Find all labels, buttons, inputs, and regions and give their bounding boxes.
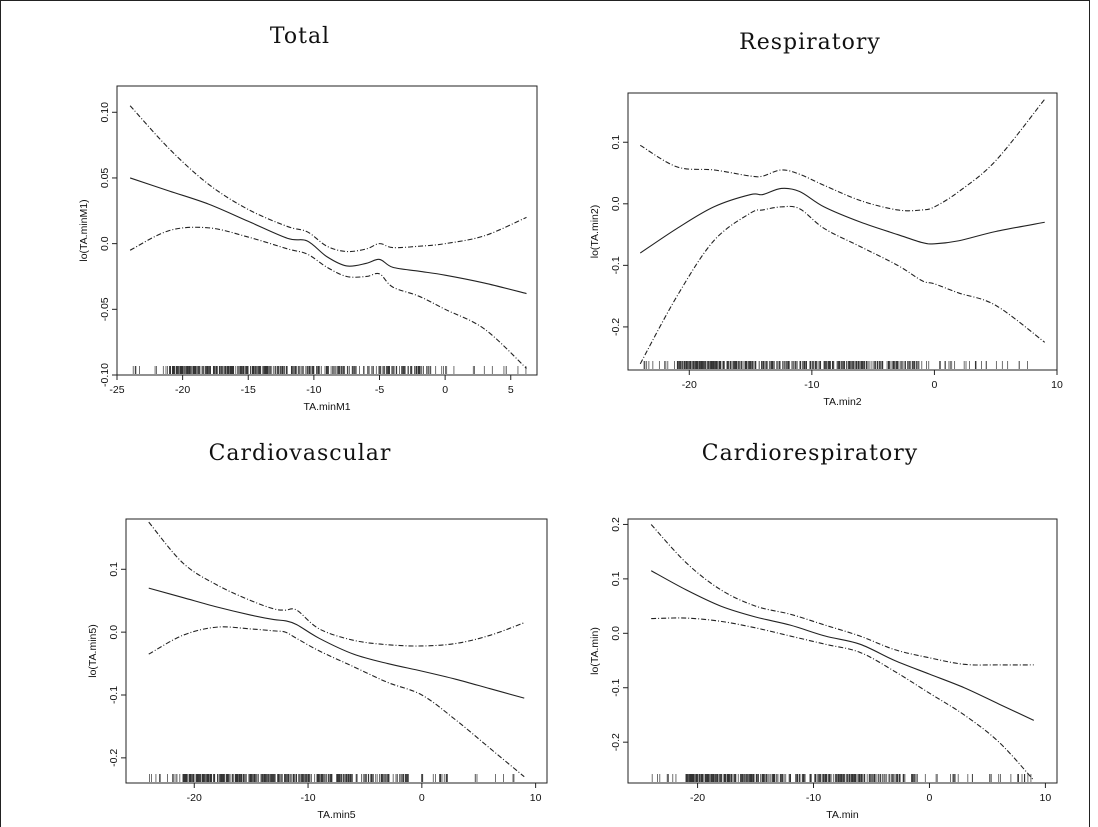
- y-tick-label: -0.1: [610, 256, 622, 274]
- y-tick-label: 0.0: [108, 625, 120, 640]
- panel-title-total: Total: [269, 24, 331, 49]
- x-tick-label: -10: [804, 379, 819, 391]
- y-tick-label: -0.1: [610, 679, 622, 697]
- x-axis-label: TA.minM1: [303, 401, 350, 413]
- y-tick-label: -0.1: [108, 686, 120, 704]
- x-tick-label: 0: [932, 379, 938, 391]
- y-tick-label: -0.10: [99, 363, 111, 387]
- chart-panel-cardiovascular: -20 -10 0 10 -0.2 -0.1 0.0 0.1 TA.min5 lo(TA.min5…: [87, 518, 548, 821]
- x-tick-label: 0: [927, 792, 933, 804]
- x-tick-label: -15: [241, 384, 256, 396]
- y-tick-label: -0.2: [610, 733, 622, 751]
- y-axis-label: lo(TA.min): [589, 627, 601, 675]
- y-axis-label: lo(TA.min2): [589, 205, 601, 258]
- x-axis-label: TA.min2: [823, 396, 861, 408]
- confidence-band-line: [148, 521, 525, 647]
- y-tick-label: 0.0: [99, 236, 111, 251]
- x-tick-label: -10: [306, 384, 321, 396]
- y-tick-label: 0.1: [108, 562, 120, 577]
- confidence-band-line: [129, 105, 527, 253]
- y-tick-label: 0.1: [610, 135, 622, 150]
- estimate-line: [650, 570, 1035, 721]
- confidence-band-line: [650, 524, 1034, 666]
- x-tick-label: -25: [109, 384, 124, 396]
- y-tick-label: 0.10: [99, 102, 111, 123]
- chart-panel-respiratory: -20 -10 0 10 -0.2 -0.1 0.0 0.1 TA.min2 lo(TA.min2…: [589, 92, 1063, 408]
- y-axis-label: lo(TA.minM1): [78, 199, 90, 261]
- x-tick-label: -20: [175, 384, 190, 396]
- y-tick-label: -0.05: [99, 297, 111, 321]
- y-tick-label: 0.05: [99, 168, 111, 189]
- chart-panel-total: -25 -20 -15 -10 -5 0 5 -0.10 -0.05 0.0 0.05 0.10 TA.…: [78, 85, 538, 413]
- x-tick-label: 10: [530, 792, 542, 804]
- estimate-line: [129, 177, 527, 295]
- y-tick-label: 0.0: [610, 626, 622, 641]
- confidence-band-line: [651, 617, 1035, 781]
- estimate-line: [148, 587, 525, 699]
- panel-title-cardiovascular: Cardiovascular: [208, 441, 392, 466]
- panel-title-cardiorespiratory: Cardiorespiratory: [701, 441, 919, 466]
- y-tick-label: 0.1: [610, 571, 622, 586]
- y-tick-label: -0.2: [108, 749, 120, 767]
- y-tick-label: -0.2: [610, 318, 622, 336]
- x-axis-label: TA.min: [826, 809, 859, 821]
- plot-area-border: [116, 85, 538, 376]
- y-tick-label: 0.2: [610, 517, 622, 532]
- chart-panel-cardiorespiratory: -20 -10 0 10 -0.2 -0.1 0.0 0.1 0.2 TA.min lo(TA.mi…: [589, 517, 1058, 821]
- confidence-band-line: [129, 226, 527, 369]
- x-tick-label: -10: [806, 792, 821, 804]
- x-axis-label: TA.min5: [317, 809, 355, 821]
- plot-area-border: [125, 518, 548, 784]
- y-tick-label: 0.0: [610, 196, 622, 211]
- x-tick-label: 0: [442, 384, 448, 396]
- x-tick-label: 10: [1040, 792, 1052, 804]
- x-tick-label: -5: [375, 384, 384, 396]
- x-tick-label: -10: [300, 792, 315, 804]
- x-tick-label: 5: [508, 384, 514, 396]
- confidence-band-line: [639, 98, 1046, 212]
- confidence-band-line: [148, 626, 525, 778]
- confidence-band-line: [639, 205, 1046, 365]
- panel-title-respiratory: Respiratory: [739, 30, 881, 55]
- plot-area-border: [627, 92, 1058, 371]
- x-tick-label: -20: [682, 379, 697, 391]
- y-axis-label: lo(TA.min5): [87, 624, 99, 677]
- plot-area-border: [627, 518, 1058, 784]
- x-tick-label: -20: [690, 792, 705, 804]
- x-tick-label: -20: [187, 792, 202, 804]
- estimate-line: [639, 187, 1045, 254]
- x-tick-label: 10: [1051, 379, 1063, 391]
- x-tick-label: 0: [419, 792, 425, 804]
